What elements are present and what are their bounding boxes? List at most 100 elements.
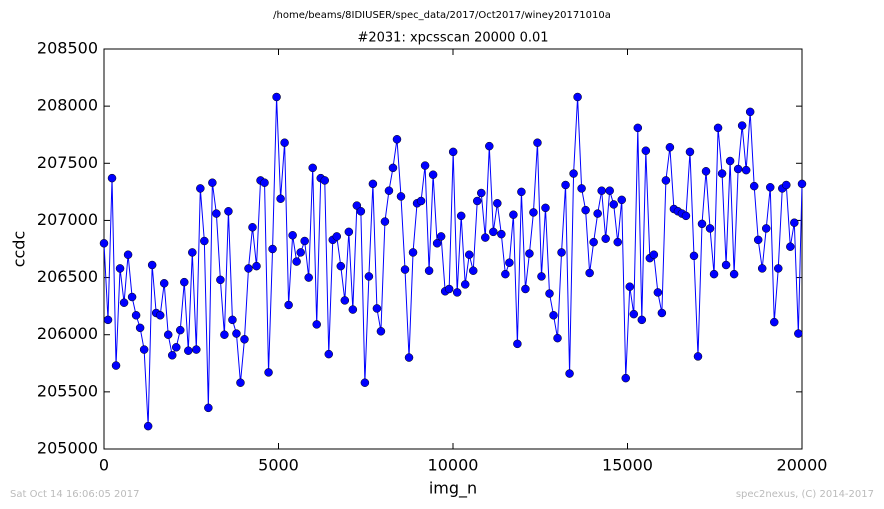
data-point	[224, 207, 233, 216]
data-point	[749, 181, 759, 191]
data-point	[428, 170, 438, 179]
data-point	[400, 265, 410, 274]
data-point	[432, 239, 442, 248]
data-point	[794, 329, 803, 338]
data-point	[320, 176, 329, 185]
data-point	[276, 194, 285, 203]
data-point	[533, 138, 542, 147]
data-point	[581, 205, 590, 215]
data-point	[774, 264, 783, 273]
data-point	[336, 261, 346, 271]
data-point	[131, 311, 141, 320]
data-point	[753, 235, 763, 245]
data-point	[204, 403, 213, 413]
data-point	[356, 207, 366, 216]
y-axis-label: ccdc	[10, 231, 29, 268]
data-point	[312, 320, 321, 329]
data-line	[103, 96, 803, 427]
data-point	[99, 239, 109, 248]
data-point	[420, 161, 430, 170]
data-point	[163, 330, 173, 339]
x-tick-label: 0	[99, 456, 109, 475]
data-point	[569, 169, 578, 178]
data-point	[392, 135, 402, 144]
data-point	[629, 309, 639, 319]
timestamp: Sat Oct 14 16:06:05 2017	[10, 489, 140, 500]
data-point	[609, 200, 618, 209]
data-point	[376, 327, 386, 336]
data-point	[280, 138, 289, 147]
data-point	[208, 178, 217, 187]
data-point	[300, 236, 309, 246]
data-point	[689, 251, 699, 261]
data-point	[721, 260, 731, 270]
x-tick-label: 15000	[602, 456, 653, 475]
data-point	[481, 233, 490, 242]
data-point	[360, 378, 370, 387]
data-point	[284, 300, 293, 310]
data-point	[448, 147, 458, 157]
data-point	[637, 315, 647, 325]
data-point	[252, 261, 261, 271]
data-point	[493, 199, 502, 208]
data-point	[501, 269, 510, 279]
data-point	[188, 248, 197, 257]
data-point	[244, 264, 253, 273]
data-point	[196, 184, 205, 193]
data-point	[143, 421, 153, 431]
data-point	[517, 187, 526, 197]
y-tick-label: 207000	[37, 210, 98, 229]
x-tick-label: 10000	[428, 456, 479, 475]
data-point	[111, 361, 121, 370]
data-point	[119, 298, 129, 307]
data-point	[460, 280, 470, 289]
data-point	[364, 272, 374, 281]
data-point	[192, 345, 201, 354]
x-tick-label: 5000	[258, 456, 299, 475]
data-point	[770, 317, 779, 327]
data-point	[416, 196, 426, 206]
data-point	[605, 186, 614, 195]
data-point	[340, 296, 350, 305]
data-point	[264, 368, 273, 377]
data-point	[115, 264, 125, 273]
data-point	[228, 315, 237, 325]
data-point	[456, 211, 466, 221]
data-point	[705, 224, 715, 233]
data-point	[597, 186, 606, 195]
data-point	[167, 351, 177, 360]
data-point	[260, 178, 269, 187]
data-point	[497, 229, 506, 239]
data-point	[585, 268, 594, 278]
data-point	[155, 311, 165, 320]
data-point	[509, 210, 518, 219]
data-point	[505, 258, 514, 267]
data-point	[761, 224, 771, 233]
data-point	[464, 250, 474, 259]
data-point	[741, 165, 751, 175]
data-point	[396, 192, 406, 201]
data-point	[557, 248, 566, 257]
data-point	[212, 209, 221, 218]
data-point	[641, 146, 651, 155]
data-point	[733, 164, 743, 174]
data-point	[485, 141, 494, 151]
data-point	[565, 369, 574, 378]
data-point	[757, 264, 767, 273]
data-point	[176, 325, 185, 335]
data-point	[408, 248, 418, 257]
data-point	[513, 339, 522, 349]
data-point	[525, 249, 534, 258]
data-point	[372, 304, 382, 313]
data-point	[240, 335, 249, 344]
data-point	[693, 352, 703, 361]
data-point	[657, 308, 667, 318]
data-point	[765, 183, 775, 192]
data-point	[790, 218, 799, 227]
data-point	[404, 353, 414, 362]
data-point	[304, 273, 313, 282]
data-point	[717, 169, 727, 178]
data-point	[452, 288, 462, 297]
data-point	[797, 179, 807, 189]
data-point	[324, 349, 334, 359]
